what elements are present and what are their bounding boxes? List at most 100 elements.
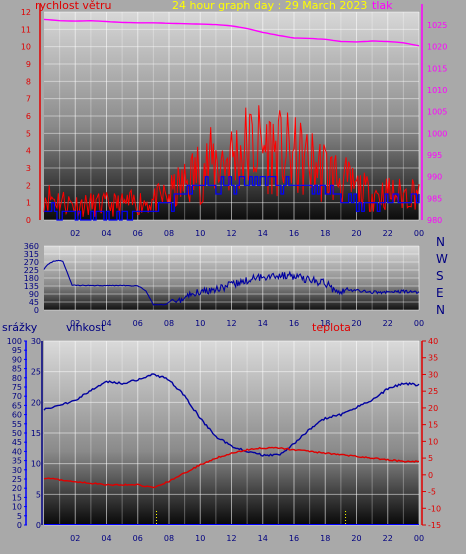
x-tick-label: 16 <box>289 534 299 543</box>
rain-tick-label: 75 <box>12 383 22 392</box>
direction-tick-label: 90 <box>29 290 39 299</box>
rain-tick-label: 95 <box>12 346 22 355</box>
humidity-tick-label: 20 <box>31 398 41 407</box>
x-tick-label: 00 <box>414 534 424 543</box>
pressure-tick-label: 1025 <box>427 21 447 30</box>
x-tick-label: 10 <box>195 534 205 543</box>
temperature-tick-label: -15 <box>428 521 441 530</box>
rain-tick-label: 60 <box>12 411 22 420</box>
compass-label: N <box>436 303 445 317</box>
x-tick-label: 18 <box>320 319 330 328</box>
rain-tick-label: 65 <box>12 401 22 410</box>
direction-line <box>43 259 420 306</box>
pressure-axis-title: tlak <box>372 0 393 12</box>
humidity-tick-label: 15 <box>31 429 41 438</box>
temperature-tick-label: 25 <box>428 387 438 396</box>
x-tick-label: 14 <box>258 319 268 328</box>
x-tick-label: 00 <box>414 319 424 328</box>
compass-label: S <box>436 269 444 283</box>
pressure-tick-label: 985 <box>427 194 442 203</box>
temperature-tick-label: -10 <box>428 504 441 513</box>
pressure-tick-label: 1010 <box>427 86 447 95</box>
wind-speed-tick-label: 2 <box>26 181 31 190</box>
humidity-axis-title: vlhkost <box>66 321 106 334</box>
humidity-tick-label: 10 <box>31 460 41 469</box>
humidity-tick-label: 30 <box>31 337 41 346</box>
temperature-tick-label: -5 <box>428 488 436 497</box>
rain-tick-label: 90 <box>12 355 22 364</box>
temperature-tick-label: 10 <box>428 437 438 446</box>
rain-tick-label: 80 <box>12 374 22 383</box>
x-tick-label: 06 <box>133 319 143 328</box>
humidity-line <box>43 373 420 457</box>
rain-tick-label: 20 <box>12 484 22 493</box>
direction-tick-label: 0 <box>34 306 39 315</box>
x-tick-label: 08 <box>164 319 174 328</box>
x-tick-label: 10 <box>195 319 205 328</box>
direction-tick-label: 315 <box>24 250 39 259</box>
direction-tick-label: 45 <box>29 298 39 307</box>
direction-tick-label: 360 <box>24 242 39 251</box>
pressure-tick-label: 1000 <box>427 129 447 138</box>
x-tick-label: 00 <box>414 229 424 238</box>
x-tick-label: 12 <box>226 534 236 543</box>
temperature-tick-label: 40 <box>428 337 438 346</box>
direction-tick-label: 225 <box>24 266 39 275</box>
temperature-tick-label: 20 <box>428 404 438 413</box>
wind-speed-tick-label: 7 <box>26 95 31 104</box>
x-tick-label: 08 <box>164 534 174 543</box>
x-tick-label: 20 <box>351 319 361 328</box>
wind-speed-tick-label: 8 <box>26 77 31 86</box>
rain-tick-label: 100 <box>7 337 22 346</box>
direction-tick-label: 135 <box>24 282 39 291</box>
pressure-tick-label: 980 <box>427 216 442 225</box>
chart-title: 24 hour graph day : 29 March 2023 <box>172 0 367 12</box>
rain-tick-label: 5 <box>17 512 22 521</box>
pressure-tick-label: 1020 <box>427 43 447 52</box>
rain-tick-label: 40 <box>12 447 22 456</box>
x-tick-label: 18 <box>320 534 330 543</box>
rain-tick-label: 15 <box>12 493 22 502</box>
temperature-tick-label: 35 <box>428 354 438 363</box>
wind-gust-line <box>44 176 420 221</box>
x-tick-label: 22 <box>383 229 393 238</box>
temperature-tick-label: 0 <box>428 471 433 480</box>
rain-tick-label: 55 <box>12 420 22 429</box>
x-tick-label: 02 <box>70 229 80 238</box>
x-tick-label: 04 <box>101 319 111 328</box>
wind-speed-tick-label: 4 <box>26 147 31 156</box>
rain-tick-label: 85 <box>12 365 22 374</box>
x-tick-label: 02 <box>70 534 80 543</box>
temperature-tick-label: 5 <box>428 454 433 463</box>
compass-label: N <box>436 235 445 249</box>
compass-label: E <box>436 286 444 300</box>
wind-speed-tick-label: 0 <box>26 216 31 225</box>
x-tick-label: 08 <box>164 229 174 238</box>
wind-speed-tick-label: 9 <box>26 60 31 69</box>
wind-speed-tick-label: 11 <box>21 25 31 34</box>
x-tick-label: 22 <box>383 319 393 328</box>
wind-speed-axis-title: rychlost větru <box>35 0 111 12</box>
x-tick-label: 22 <box>383 534 393 543</box>
pressure-tick-label: 1015 <box>427 64 447 73</box>
x-tick-label: 14 <box>258 534 268 543</box>
rain-tick-label: 30 <box>12 466 22 475</box>
rain-tick-label: 35 <box>12 457 22 466</box>
humidity-tick-label: 0 <box>36 521 41 530</box>
x-tick-label: 12 <box>226 229 236 238</box>
x-tick-label: 16 <box>289 319 299 328</box>
x-tick-label: 04 <box>101 534 111 543</box>
x-tick-label: 04 <box>101 229 111 238</box>
temperature-axis-title: teplota <box>312 321 351 334</box>
temperature-line <box>43 446 420 489</box>
x-tick-label: 02 <box>70 319 80 328</box>
x-tick-label: 06 <box>133 229 143 238</box>
direction-tick-label: 180 <box>24 274 39 283</box>
x-tick-label: 06 <box>133 534 143 543</box>
rain-tick-label: 25 <box>12 475 22 484</box>
wind-speed-tick-label: 10 <box>21 43 31 52</box>
rain-tick-label: 50 <box>12 429 22 438</box>
x-tick-label: 20 <box>351 534 361 543</box>
humidity-tick-label: 25 <box>31 368 41 377</box>
